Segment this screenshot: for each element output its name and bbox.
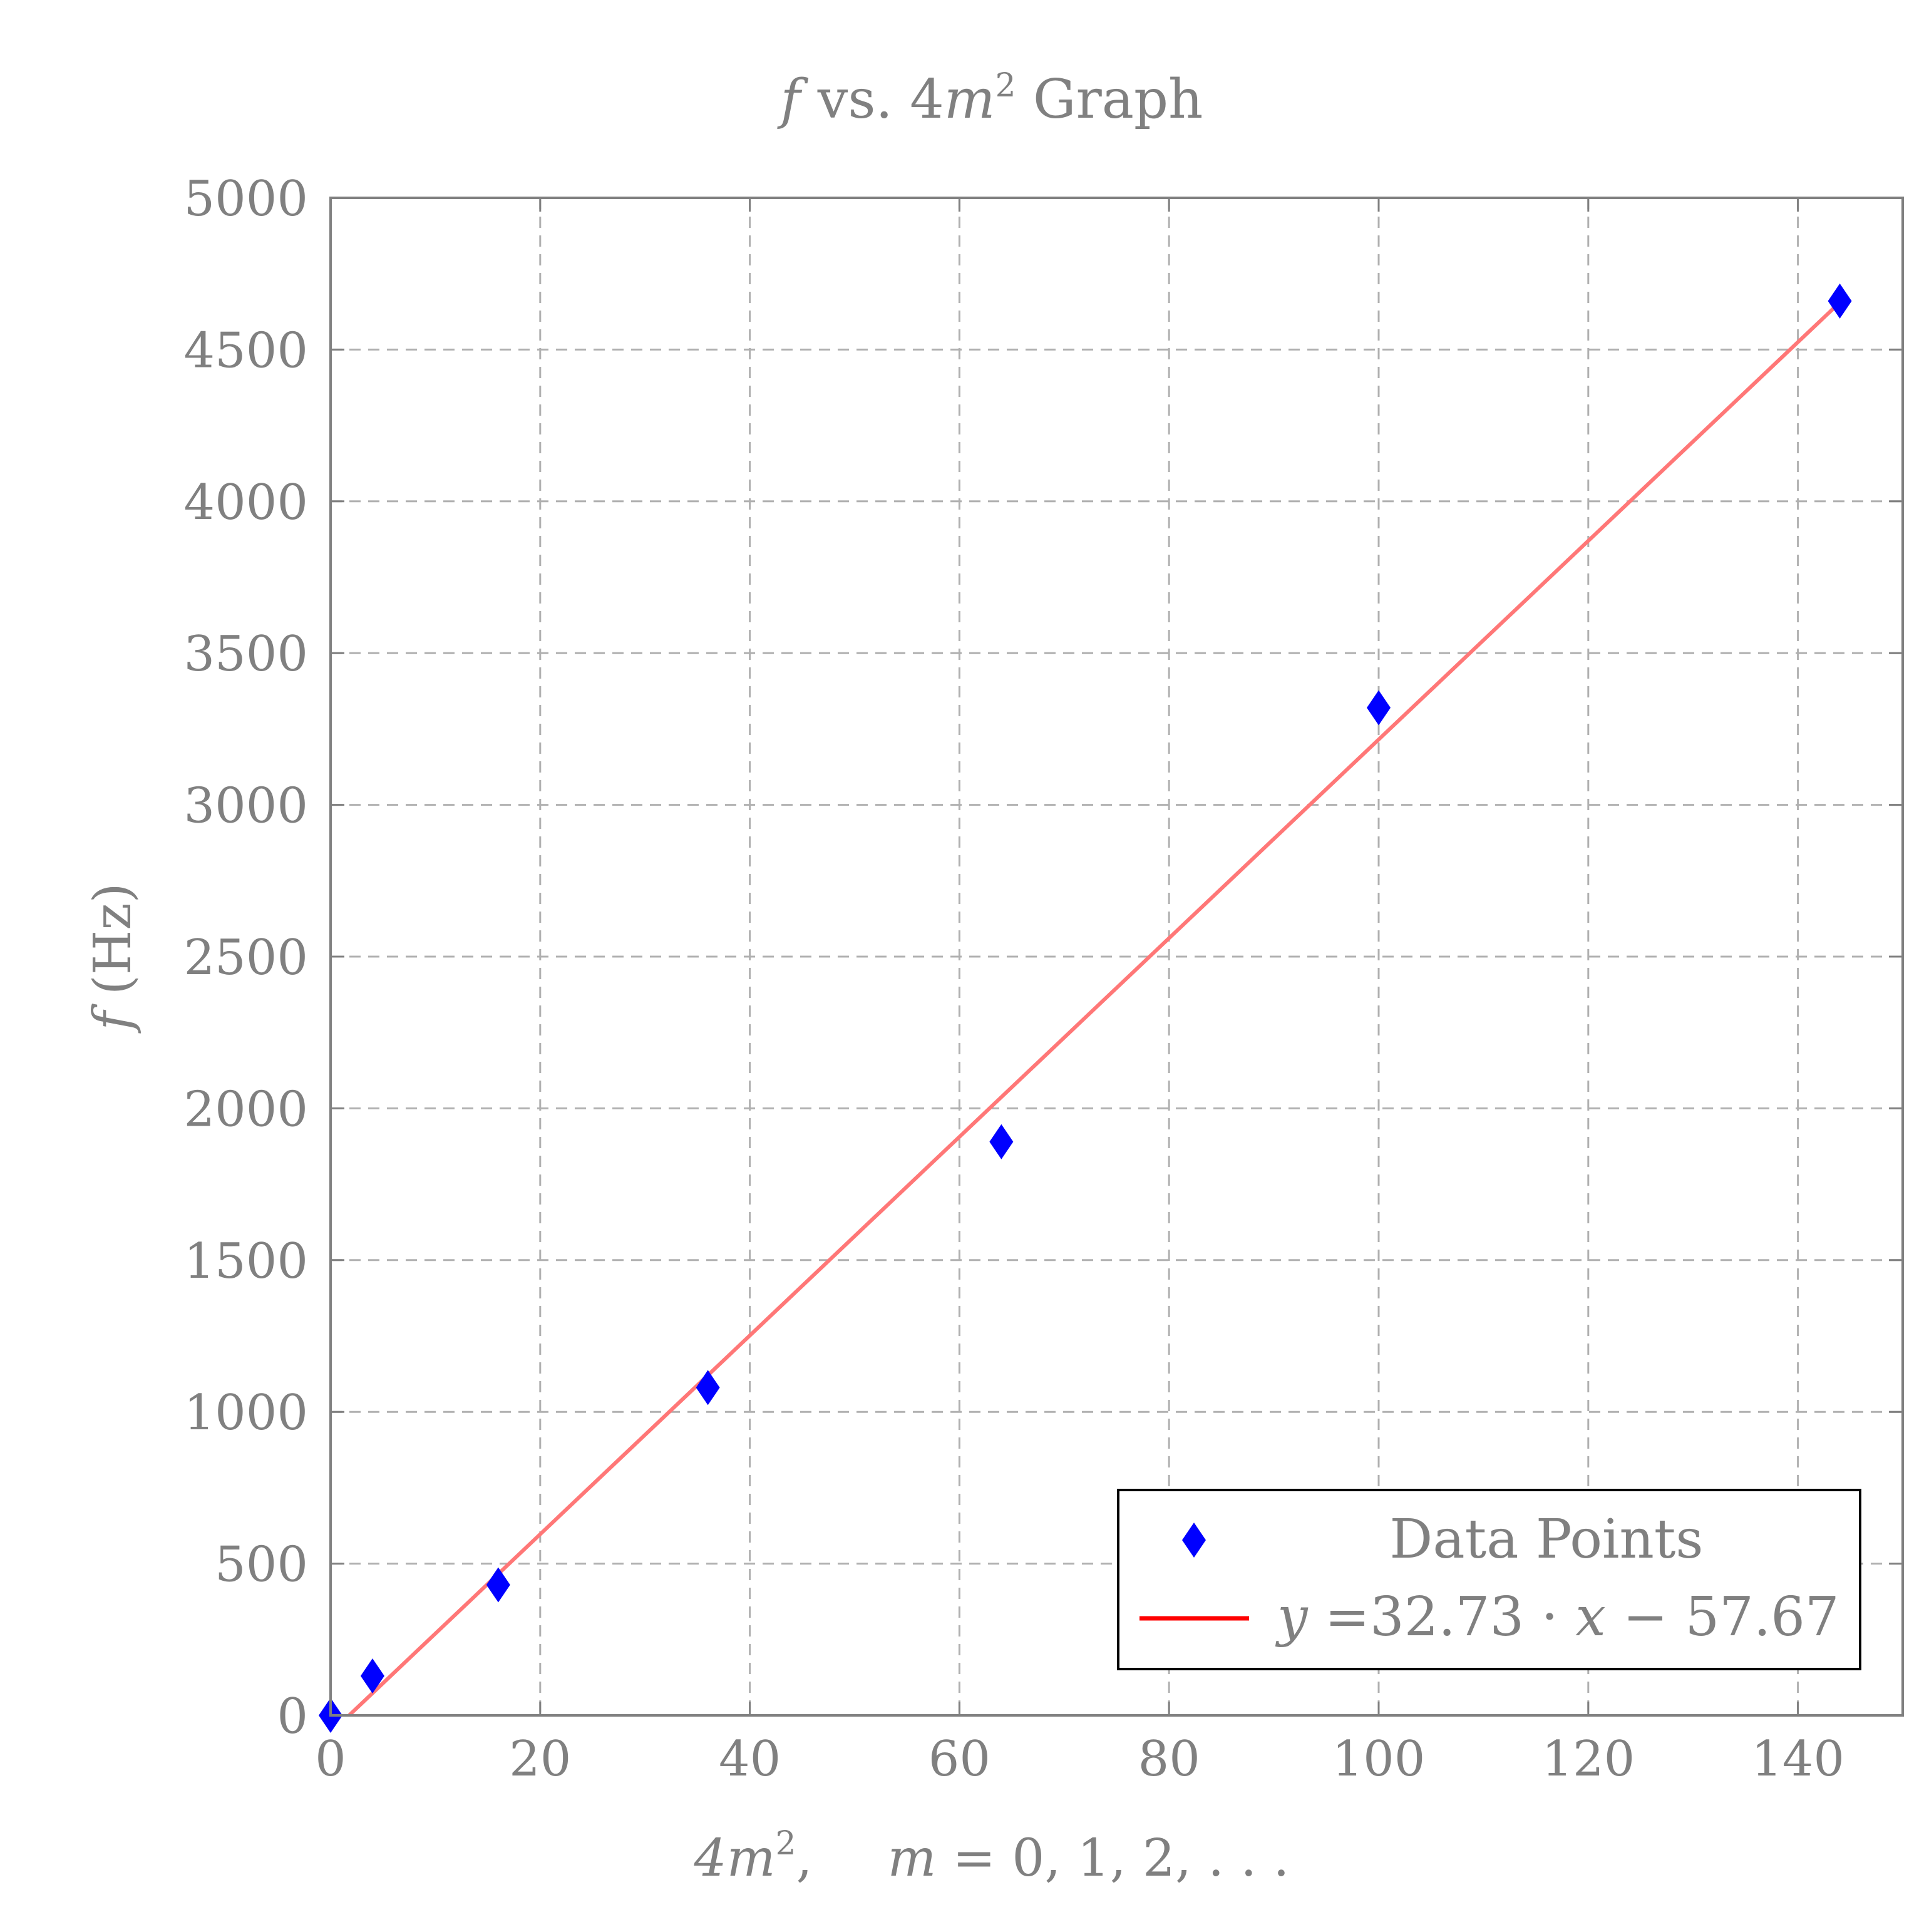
data-point: [989, 1124, 1014, 1159]
y-tick-label: 5000: [183, 171, 308, 227]
y-tick-label: 2000: [183, 1081, 308, 1138]
fit-line: [347, 301, 1841, 1717]
x-tick-label: 120: [1541, 1731, 1635, 1787]
y-tick-label: 3000: [183, 778, 308, 835]
y-tick-label: 0: [277, 1688, 308, 1745]
legend-label-fit: y =32.73 · x − 57.67: [1275, 1586, 1839, 1648]
y-tick-label: 4000: [183, 475, 308, 531]
x-tick-label: 100: [1332, 1731, 1426, 1787]
legend: Data Points y =32.73 · x − 57.67: [1117, 1489, 1861, 1670]
data-point: [1828, 283, 1852, 319]
x-tick-label: 140: [1751, 1731, 1844, 1787]
y-tick-label: 3500: [183, 626, 308, 682]
y-tick-label: 500: [215, 1537, 308, 1593]
data-point: [360, 1658, 384, 1693]
chart-title: f vs. 4m2 Graph: [777, 67, 1203, 131]
data-point: [1367, 690, 1391, 726]
x-tick-label: 0: [315, 1731, 346, 1787]
axis-ticks: 0 20 40 60 80 100 120 140 0 500 1000 1500 2000 2500 30…: [183, 171, 1903, 1787]
x-tick-label: 40: [719, 1731, 781, 1787]
x-tick-label: 20: [509, 1731, 571, 1787]
x-tick-label: 80: [1138, 1731, 1200, 1787]
x-tick-label: 60: [928, 1731, 990, 1787]
data-point: [696, 1370, 720, 1405]
y-tick-label: 1500: [183, 1233, 308, 1290]
y-tick-label: 1000: [183, 1385, 308, 1441]
legend-label-data-points: Data Points: [1389, 1508, 1703, 1571]
y-tick-label: 2500: [183, 930, 308, 986]
y-tick-label: 4500: [183, 322, 308, 379]
grid: [331, 198, 1903, 1715]
fit-line-group: [347, 301, 1841, 1717]
legend-box: [1117, 1489, 1861, 1670]
x-axis-title: 4m2, m = 0, 1, 2, . . .: [694, 1825, 1290, 1888]
legend-marker-diamond: [1182, 1523, 1206, 1558]
data-point: [486, 1567, 510, 1603]
y-axis-title: f (Hz): [83, 883, 143, 1034]
